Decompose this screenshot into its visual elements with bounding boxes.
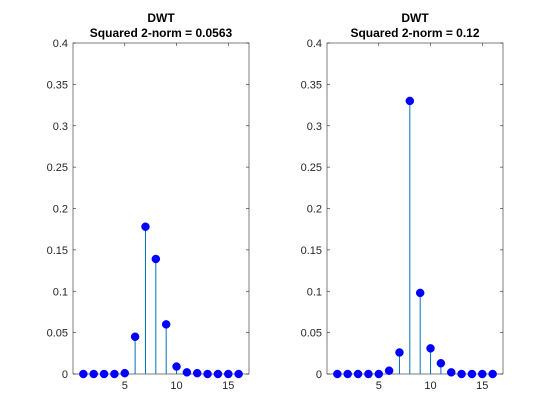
- chart-title: DWT: [147, 11, 175, 25]
- stem-marker: [182, 368, 192, 377]
- stem-marker: [395, 348, 404, 357]
- stem-marker: [234, 369, 243, 379]
- stem-marker: [203, 369, 212, 379]
- x-tick-label: 10: [424, 380, 436, 392]
- stem-marker: [436, 358, 446, 368]
- y-tick-label: 0.15: [47, 245, 68, 257]
- y-tick-label: 0.4: [307, 38, 322, 50]
- y-tick-label: 0: [62, 369, 68, 381]
- y-tick-label: 0.05: [301, 328, 322, 340]
- stem-marker: [333, 369, 342, 379]
- stem-marker: [99, 369, 109, 379]
- x-tick-label: 5: [376, 380, 382, 392]
- stem-marker: [467, 369, 477, 379]
- stem-marker: [364, 369, 373, 379]
- y-tick-label: 0.35: [301, 79, 322, 91]
- stem-marker: [89, 369, 98, 379]
- x-tick-label: 15: [476, 380, 488, 392]
- stem-marker: [120, 368, 130, 378]
- stem-marker: [384, 366, 394, 375]
- y-tick-label: 0.15: [301, 245, 322, 257]
- chart-title: DWT: [401, 11, 429, 25]
- y-tick-label: 0.3: [307, 121, 322, 133]
- stem-marker: [224, 369, 233, 379]
- axes-box: [326, 42, 504, 375]
- chart-2: 0 0.05 0.1 0.15 0.2 0.25 0.3 0.35 0.4 5 10 15 DWTSqu…: [301, 11, 504, 392]
- stem-marker: [141, 222, 150, 231]
- y-tick-label: 0.25: [301, 162, 322, 174]
- stem-marker: [110, 369, 119, 379]
- y-tick-label: 0.1: [307, 286, 322, 298]
- y-tick-label: 0.3: [53, 121, 68, 133]
- stem-marker: [405, 96, 415, 106]
- x-tick-label: 15: [222, 380, 234, 392]
- y-tick-label: 0.1: [53, 286, 68, 298]
- stem-marker: [192, 368, 202, 378]
- y-tick-label: 0.05: [47, 328, 68, 340]
- stem-marker: [79, 369, 88, 379]
- y-tick-label: 0.2: [53, 204, 68, 216]
- stem-marker: [426, 344, 435, 353]
- y-tick-label: 0.4: [53, 38, 68, 50]
- x-tick-label: 10: [170, 380, 182, 392]
- chart-subtitle: Squared 2-norm = 0.0563: [90, 26, 233, 40]
- y-tick-label: 0.2: [307, 204, 322, 216]
- stem-marker: [213, 369, 223, 379]
- stem-marker: [478, 369, 487, 379]
- stem-marker: [161, 320, 171, 329]
- axes-box: [72, 42, 250, 375]
- stem-marker: [457, 369, 466, 379]
- stem-marker: [130, 332, 140, 342]
- y-tick-label: 0: [316, 369, 322, 381]
- y-tick-label: 0.25: [47, 162, 68, 174]
- x-tick-label: 5: [122, 380, 128, 392]
- stem-marker: [446, 368, 456, 377]
- stem-marker: [374, 369, 384, 379]
- stem-marker: [151, 254, 161, 264]
- chart-subtitle: Squared 2-norm = 0.12: [350, 26, 479, 40]
- stem-marker: [343, 369, 352, 379]
- chart-1: 0 0.05 0.1 0.15 0.2 0.25 0.3 0.35 0.4 5 10 15 DWTSqu…: [47, 11, 250, 392]
- stem-marker: [488, 369, 497, 379]
- stem-marker: [172, 362, 181, 371]
- stem-marker: [415, 288, 425, 298]
- stem-marker: [353, 369, 363, 379]
- y-tick-label: 0.35: [47, 79, 68, 91]
